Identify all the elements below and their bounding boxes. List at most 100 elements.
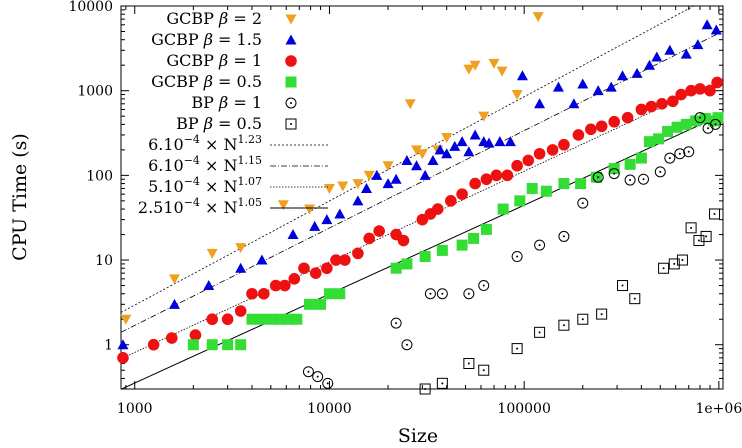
data-point bbox=[469, 177, 481, 190]
legend-label: GCBP β = 2 bbox=[166, 9, 262, 28]
data-point bbox=[664, 152, 676, 164]
data-point bbox=[424, 288, 436, 300]
data-point bbox=[504, 136, 516, 147]
data-point bbox=[490, 169, 503, 182]
data-point bbox=[651, 51, 663, 62]
data-point bbox=[120, 314, 132, 325]
data-point bbox=[363, 232, 375, 245]
y-tick-label: 1000 bbox=[77, 84, 113, 100]
data-point bbox=[608, 168, 620, 180]
legend-label: GCBP β = 0.5 bbox=[151, 72, 262, 91]
data-point bbox=[624, 174, 636, 186]
legend-label: GCBP β = 1.5 bbox=[151, 30, 262, 49]
legend-marker bbox=[285, 55, 297, 67]
y-tick-label: 100 bbox=[86, 168, 113, 184]
data-point bbox=[411, 145, 423, 156]
data-point bbox=[302, 366, 314, 378]
data-point bbox=[352, 179, 364, 190]
data-point bbox=[411, 160, 423, 171]
data-point bbox=[456, 136, 468, 147]
data-point bbox=[304, 298, 316, 310]
x-tick-label: 1000 bbox=[117, 401, 153, 417]
data-point bbox=[685, 222, 697, 234]
legend-marker bbox=[285, 76, 297, 88]
data-point bbox=[468, 232, 480, 244]
data-point bbox=[401, 154, 413, 165]
data-point bbox=[643, 59, 655, 70]
data-point bbox=[330, 254, 342, 266]
data-point bbox=[671, 121, 683, 133]
data-point bbox=[463, 64, 475, 75]
data-point bbox=[692, 39, 704, 50]
data-point bbox=[117, 352, 129, 364]
data-point bbox=[206, 313, 219, 326]
data-point bbox=[585, 123, 597, 136]
data-point bbox=[680, 118, 692, 130]
data-point bbox=[704, 84, 716, 97]
data-point bbox=[516, 70, 528, 81]
data-point bbox=[221, 313, 234, 326]
data-point bbox=[436, 288, 448, 300]
data-point bbox=[534, 326, 546, 338]
data-point bbox=[653, 133, 665, 145]
data-point bbox=[441, 148, 453, 159]
data-point bbox=[309, 220, 321, 231]
legend-fit-label: 2.510−4 × N1.05 bbox=[138, 196, 262, 217]
data-point bbox=[540, 185, 552, 197]
data-point bbox=[685, 84, 697, 97]
data-point bbox=[235, 262, 247, 273]
data-point bbox=[478, 280, 490, 292]
series-points bbox=[117, 76, 723, 364]
data-point bbox=[577, 197, 589, 209]
data-point bbox=[321, 214, 333, 225]
data-point bbox=[572, 129, 585, 141]
data-point bbox=[511, 343, 523, 355]
data-point bbox=[662, 125, 674, 137]
x-axis-label: Size bbox=[398, 425, 438, 447]
data-point bbox=[577, 78, 589, 89]
data-point bbox=[568, 98, 580, 109]
data-point bbox=[291, 313, 303, 325]
data-point bbox=[558, 138, 570, 151]
legend-fit-label: 6.10−4 × N1.15 bbox=[148, 154, 262, 175]
data-point bbox=[304, 204, 316, 215]
data-point bbox=[575, 178, 587, 190]
data-point bbox=[621, 111, 634, 124]
data-point bbox=[257, 287, 270, 300]
data-point bbox=[361, 182, 373, 193]
data-point bbox=[222, 339, 234, 351]
data-point bbox=[363, 170, 375, 181]
data-point bbox=[246, 313, 258, 325]
data-point bbox=[431, 203, 444, 215]
x-tick-label: 10000 bbox=[307, 401, 352, 417]
data-point bbox=[334, 208, 346, 219]
data-point bbox=[339, 254, 351, 266]
data-point bbox=[373, 225, 385, 237]
data-point bbox=[645, 100, 658, 113]
data-point bbox=[664, 44, 676, 55]
data-point bbox=[478, 111, 490, 122]
data-point bbox=[434, 144, 446, 155]
series-points bbox=[302, 112, 721, 389]
data-point bbox=[436, 244, 448, 256]
fit-line bbox=[121, 78, 723, 360]
y-tick-label: 1 bbox=[104, 338, 113, 354]
data-point bbox=[337, 181, 349, 192]
data-point bbox=[494, 136, 506, 147]
data-point bbox=[416, 213, 429, 226]
data-point bbox=[463, 358, 475, 370]
data-point bbox=[168, 274, 180, 285]
data-point bbox=[456, 188, 468, 200]
data-point bbox=[558, 319, 570, 331]
data-point bbox=[700, 230, 712, 242]
data-point bbox=[397, 234, 410, 247]
data-point bbox=[497, 203, 509, 215]
data-point bbox=[680, 48, 692, 59]
data-point bbox=[166, 332, 178, 344]
data-point bbox=[711, 76, 723, 89]
y-tick-label: 10 bbox=[95, 253, 113, 269]
data-point bbox=[187, 339, 199, 351]
data-point bbox=[667, 95, 679, 108]
data-point bbox=[592, 85, 604, 96]
